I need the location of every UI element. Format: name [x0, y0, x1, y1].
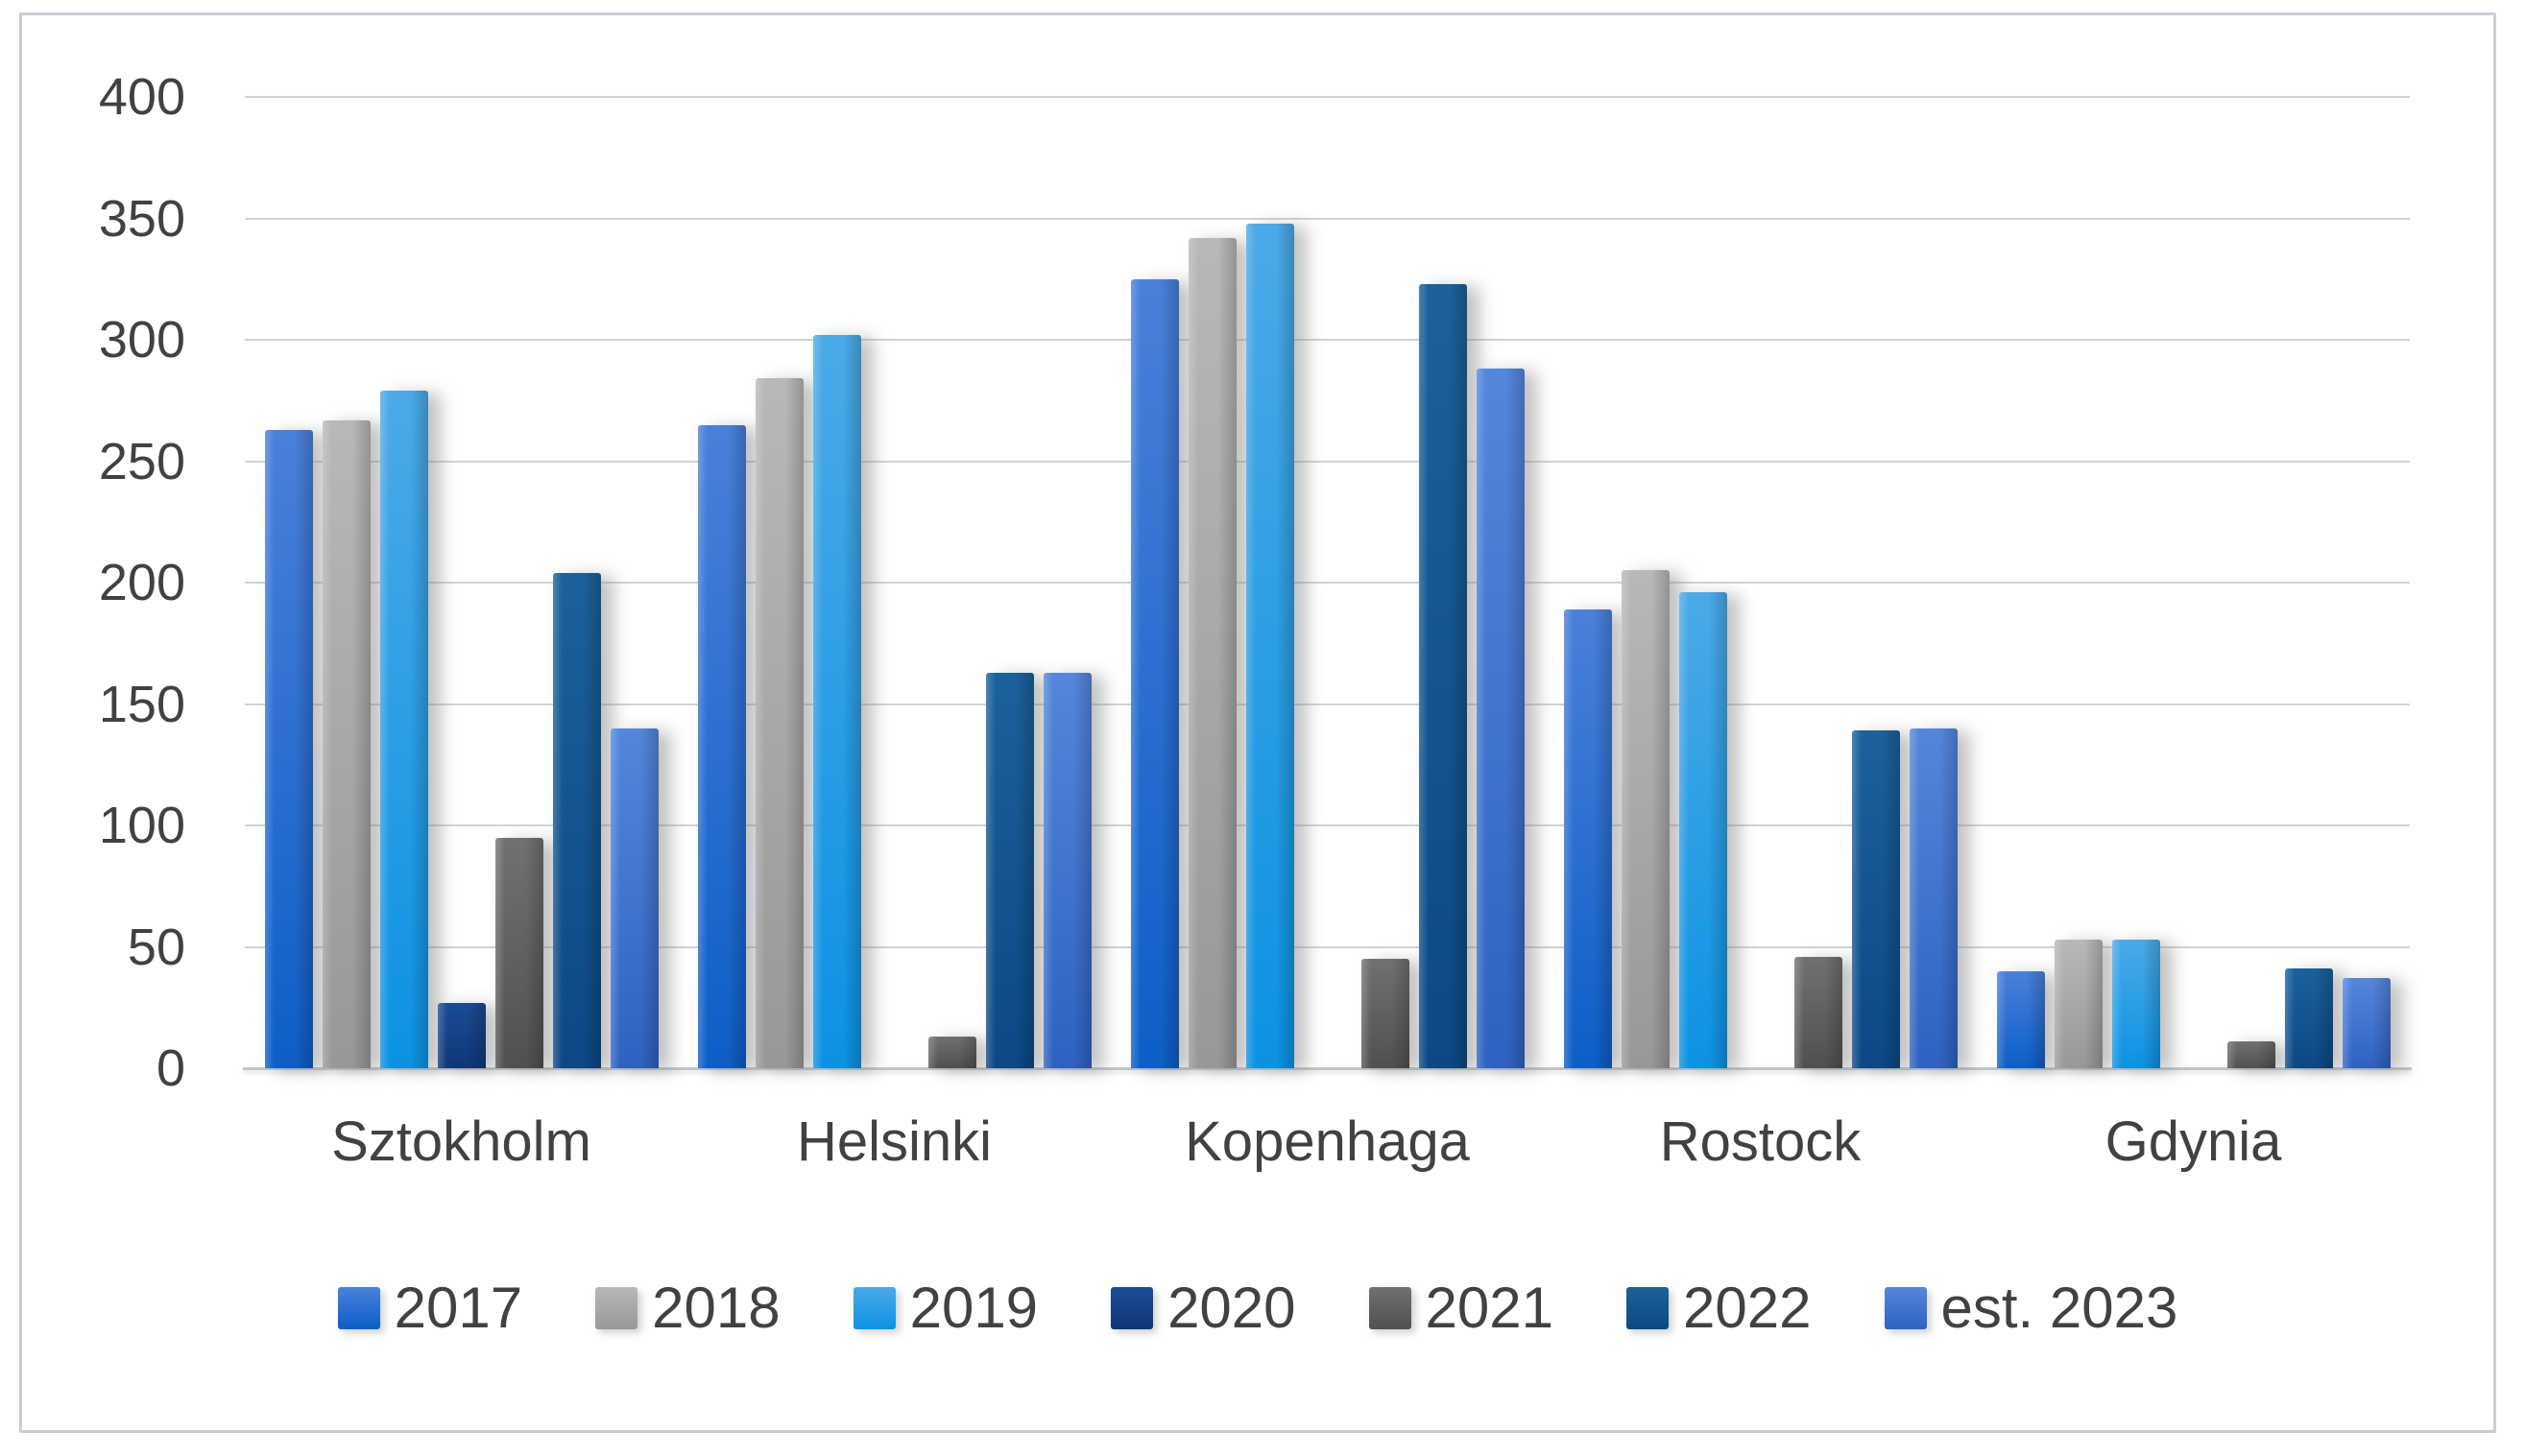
bar-2018-sztokholm: [322, 419, 371, 1068]
bar-group-kopenhaga: [1111, 97, 1544, 1068]
legend-label-2017: 2017: [394, 1276, 523, 1340]
bar-2018-helsinki: [755, 378, 804, 1068]
y-axis-tick-label-250: 250: [98, 432, 185, 490]
bar-2017-sztokholm: [264, 429, 313, 1068]
legend-item-2020: 2020: [1111, 1275, 1296, 1341]
bar-est-2023-gdynia: [2342, 978, 2391, 1068]
legend-swatch-2022: [1626, 1286, 1670, 1329]
bar-group-gdynia: [1977, 97, 2410, 1068]
bar-2019-helsinki: [812, 334, 861, 1068]
gridline-50: [245, 945, 2410, 948]
bar-group-sztokholm: [245, 97, 678, 1068]
legend-item-2017: 2017: [337, 1275, 523, 1341]
bar-2017-rostock: [1563, 609, 1612, 1068]
category-label-helsinki: Helsinki: [796, 1110, 993, 1173]
y-axis-tick-label-150: 150: [98, 675, 185, 733]
bar-2019-kopenhaga: [1245, 223, 1294, 1068]
gridline-250: [245, 460, 2410, 463]
legend-label-2022: 2022: [1683, 1276, 1812, 1340]
bar-2021-rostock: [1793, 956, 1842, 1068]
bar-2021-sztokholm: [494, 837, 543, 1068]
category-label-sztokholm: Sztokholm: [331, 1110, 591, 1173]
y-axis-tick-label-350: 350: [98, 189, 185, 248]
bar-group-rostock: [1544, 97, 1977, 1068]
legend-swatch-est-2023: [1884, 1286, 1927, 1329]
bar-2018-kopenhaga: [1188, 237, 1237, 1068]
chart-frame: 0 50 100 150 200 250 300 350 400 Sztokholm Helsin…: [19, 12, 2496, 1433]
gridline-400: [245, 96, 2410, 98]
bar-2017-kopenhaga: [1130, 278, 1179, 1068]
gridline-200: [245, 582, 2410, 584]
bar-est-2023-sztokholm: [610, 728, 659, 1068]
y-axis-tick-label-100: 100: [98, 797, 185, 854]
bar-est-2023-rostock: [1909, 728, 1958, 1068]
bar-2020-sztokholm: [437, 1002, 486, 1068]
gridline-350: [245, 217, 2410, 220]
legend-label-2019: 2019: [909, 1276, 1039, 1340]
bar-2022-rostock: [1851, 730, 1900, 1068]
legend-item-2022: 2022: [1626, 1275, 1812, 1341]
bar-2022-helsinki: [985, 672, 1034, 1068]
legend-swatch-2020: [1111, 1286, 1154, 1329]
bar-2022-gdynia: [2284, 968, 2333, 1068]
bar-2017-helsinki: [697, 424, 746, 1068]
bar-2021-helsinki: [927, 1037, 976, 1068]
legend-item-2019: 2019: [853, 1275, 1039, 1341]
legend-swatch-2017: [337, 1286, 380, 1329]
legend-label-2021: 2021: [1425, 1276, 1554, 1340]
bar-2019-gdynia: [2111, 939, 2160, 1068]
legend-item-2021: 2021: [1368, 1275, 1554, 1341]
y-axis-tick-label-300: 300: [98, 311, 185, 369]
y-axis-tick-label-400: 400: [98, 68, 185, 126]
y-axis-tick-label-200: 200: [98, 554, 185, 611]
x-axis-labels: Sztokholm Helsinki Kopenhaga Rostock Gdynia: [245, 1110, 2410, 1174]
y-axis-tick-label-0: 0: [156, 1039, 185, 1097]
x-axis-line: [243, 1067, 2412, 1070]
bar-groups: [245, 97, 2410, 1068]
legend-label-est-2023: est. 2023: [1940, 1276, 2178, 1340]
bar-2021-kopenhaga: [1360, 959, 1409, 1068]
gridline-300: [245, 339, 2410, 341]
gridline-150: [245, 703, 2410, 705]
bar-2018-gdynia: [2054, 939, 2103, 1068]
category-label-kopenhaga: Kopenhaga: [1185, 1110, 1470, 1173]
category-label-gdynia: Gdynia: [2104, 1110, 2282, 1173]
category-label-rostock: Rostock: [1659, 1110, 1862, 1173]
bar-2022-kopenhaga: [1418, 283, 1467, 1068]
bar-2019-rostock: [1678, 592, 1727, 1068]
bar-2022-sztokholm: [552, 572, 601, 1068]
legend-swatch-2018: [595, 1286, 638, 1329]
legend-item-2018: 2018: [595, 1275, 781, 1341]
legend-item-est-2023: est. 2023: [1884, 1275, 2178, 1341]
legend-label-2020: 2020: [1167, 1276, 1296, 1340]
legend-swatch-2021: [1368, 1286, 1411, 1329]
y-axis-tick-label-50: 50: [127, 918, 185, 976]
bar-2017-gdynia: [1996, 970, 2045, 1068]
bar-est-2023-helsinki: [1043, 672, 1092, 1068]
legend-label-2018: 2018: [652, 1276, 781, 1340]
bar-group-helsinki: [678, 97, 1111, 1068]
bar-2018-rostock: [1621, 570, 1670, 1068]
bar-2019-sztokholm: [379, 391, 428, 1068]
bar-est-2023-kopenhaga: [1476, 369, 1525, 1068]
legend-swatch-2019: [853, 1286, 896, 1329]
bar-2021-gdynia: [2226, 1041, 2275, 1068]
plot-area: 0 50 100 150 200 250 300 350 400: [99, 71, 2412, 1094]
gridline-100: [245, 824, 2410, 826]
legend: 2017 2018 2019 2020 2021 2022 est. 2023: [22, 1275, 2493, 1341]
